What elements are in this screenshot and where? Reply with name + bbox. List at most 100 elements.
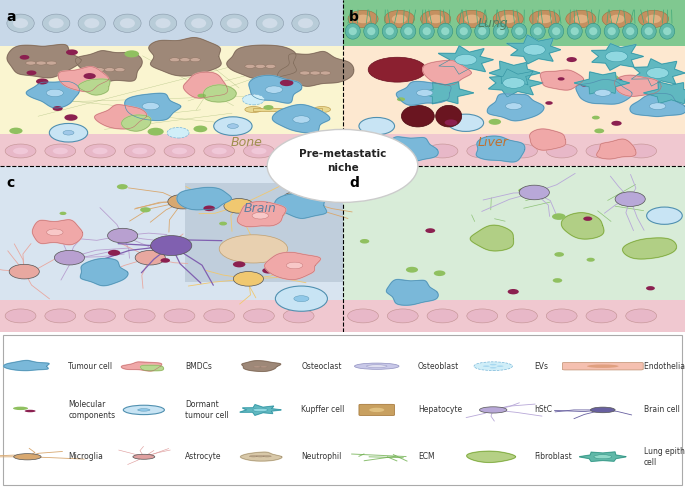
Polygon shape: [121, 362, 162, 371]
Bar: [0, 134, 342, 166]
Polygon shape: [417, 82, 473, 104]
Text: Osteoblast: Osteoblast: [418, 362, 459, 371]
Ellipse shape: [85, 309, 115, 323]
Ellipse shape: [404, 27, 412, 35]
Ellipse shape: [552, 27, 560, 35]
Polygon shape: [487, 94, 544, 121]
Ellipse shape: [260, 366, 267, 367]
Ellipse shape: [95, 68, 105, 72]
Ellipse shape: [401, 105, 434, 127]
Circle shape: [490, 364, 497, 366]
Text: Osteoclast: Osteoclast: [301, 362, 342, 371]
Circle shape: [508, 289, 519, 294]
Circle shape: [359, 118, 395, 135]
Circle shape: [497, 366, 503, 367]
Polygon shape: [386, 280, 438, 305]
Ellipse shape: [663, 27, 671, 35]
Ellipse shape: [571, 27, 579, 35]
Ellipse shape: [501, 15, 516, 23]
Ellipse shape: [108, 228, 138, 243]
Ellipse shape: [172, 148, 187, 154]
Circle shape: [519, 188, 527, 193]
Circle shape: [108, 250, 121, 256]
Circle shape: [13, 407, 28, 410]
Text: BMDCs: BMDCs: [185, 362, 212, 371]
Ellipse shape: [368, 57, 426, 82]
Polygon shape: [7, 44, 82, 78]
Ellipse shape: [423, 27, 431, 35]
Ellipse shape: [586, 309, 617, 323]
Text: ECM: ECM: [418, 452, 434, 461]
Text: Bone: Bone: [231, 136, 262, 149]
Ellipse shape: [283, 191, 313, 206]
Ellipse shape: [392, 15, 407, 23]
Bar: [0, 0, 342, 166]
Polygon shape: [470, 225, 514, 251]
Ellipse shape: [125, 144, 155, 158]
Ellipse shape: [401, 23, 416, 39]
Circle shape: [10, 128, 23, 134]
Ellipse shape: [5, 144, 36, 158]
Circle shape: [611, 121, 622, 126]
Ellipse shape: [13, 148, 28, 154]
Circle shape: [586, 258, 595, 262]
Circle shape: [167, 127, 189, 138]
Text: Molecular
components: Molecular components: [68, 400, 116, 420]
Polygon shape: [125, 93, 181, 121]
Ellipse shape: [547, 309, 577, 323]
Circle shape: [647, 207, 682, 224]
Bar: [342, 0, 685, 46]
Ellipse shape: [438, 23, 453, 39]
Polygon shape: [184, 72, 227, 98]
Polygon shape: [122, 115, 151, 131]
Ellipse shape: [427, 309, 458, 323]
Ellipse shape: [479, 407, 507, 413]
Ellipse shape: [608, 27, 616, 35]
Ellipse shape: [292, 116, 310, 123]
Bar: [342, 300, 685, 332]
Ellipse shape: [251, 148, 266, 154]
Polygon shape: [277, 52, 353, 86]
Ellipse shape: [125, 309, 155, 323]
Polygon shape: [140, 365, 164, 371]
Ellipse shape: [428, 15, 443, 23]
Ellipse shape: [460, 27, 468, 35]
Ellipse shape: [567, 23, 582, 39]
Ellipse shape: [320, 71, 330, 75]
Ellipse shape: [356, 15, 371, 23]
Circle shape: [36, 79, 49, 84]
Polygon shape: [644, 82, 685, 103]
Bar: [342, 0, 685, 166]
Ellipse shape: [436, 105, 462, 127]
Circle shape: [445, 120, 458, 125]
Circle shape: [397, 97, 405, 101]
Ellipse shape: [234, 271, 264, 286]
Circle shape: [488, 119, 501, 125]
Ellipse shape: [388, 144, 418, 158]
Circle shape: [406, 267, 418, 273]
Circle shape: [280, 80, 293, 86]
Polygon shape: [466, 451, 516, 463]
Circle shape: [25, 410, 36, 412]
Ellipse shape: [493, 23, 508, 39]
Ellipse shape: [478, 27, 486, 35]
Ellipse shape: [464, 15, 479, 23]
Ellipse shape: [190, 58, 200, 61]
Ellipse shape: [92, 148, 108, 154]
Ellipse shape: [252, 212, 269, 219]
Ellipse shape: [441, 27, 449, 35]
Polygon shape: [95, 105, 147, 129]
Circle shape: [125, 50, 139, 58]
Ellipse shape: [364, 23, 379, 39]
Polygon shape: [476, 136, 525, 162]
Ellipse shape: [355, 363, 399, 369]
Circle shape: [214, 117, 252, 135]
Ellipse shape: [244, 144, 274, 158]
Polygon shape: [397, 81, 451, 105]
Ellipse shape: [133, 454, 155, 459]
Ellipse shape: [46, 61, 56, 65]
Ellipse shape: [227, 124, 238, 128]
Bar: [342, 134, 685, 166]
Text: Liver: Liver: [478, 136, 508, 149]
Ellipse shape: [300, 71, 310, 75]
